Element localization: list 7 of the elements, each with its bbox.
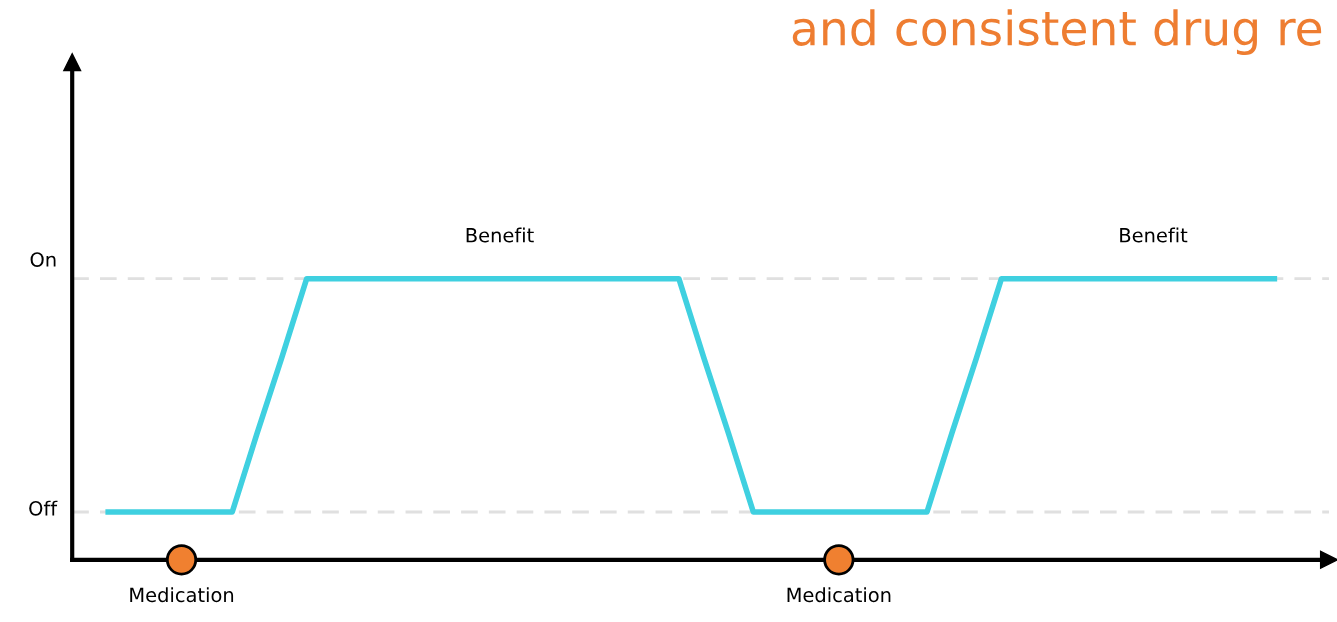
text: On xyxy=(30,252,56,267)
text: Medication xyxy=(130,587,234,603)
chart-title: and consistent drug re xyxy=(792,9,1322,56)
text: Off xyxy=(29,500,58,516)
text: Medication xyxy=(787,587,891,603)
text: Benefit xyxy=(466,227,534,243)
text: Benefit xyxy=(1120,227,1188,243)
